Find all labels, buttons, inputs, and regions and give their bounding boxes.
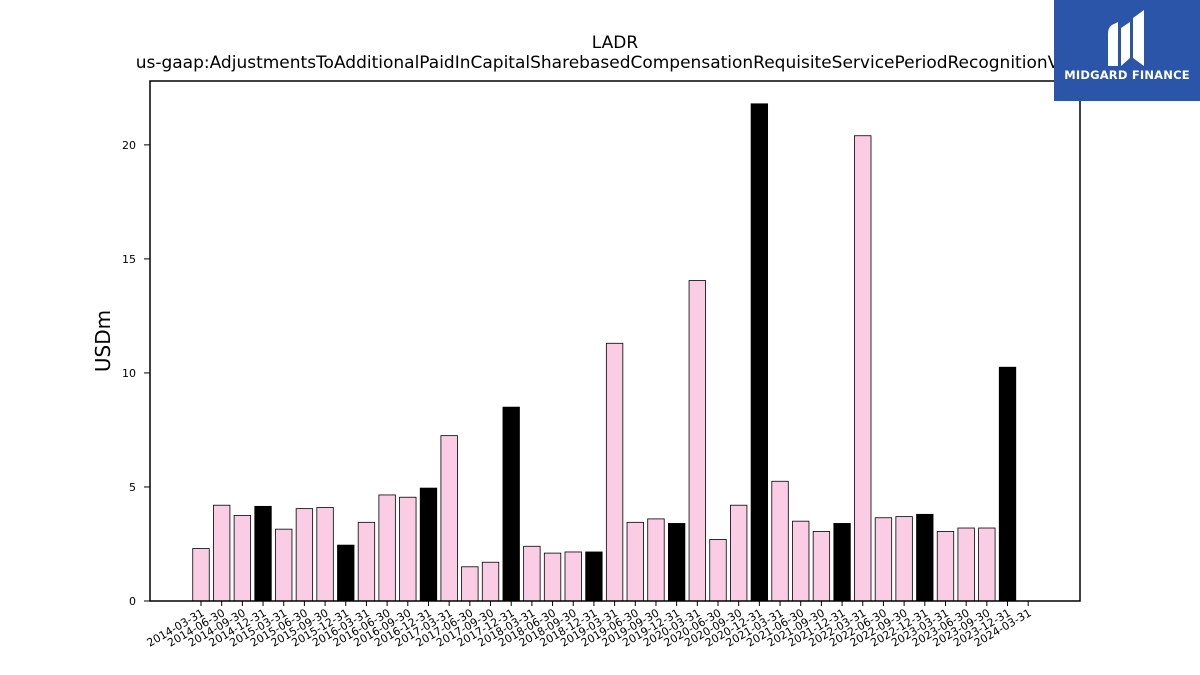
bar — [543, 552, 562, 602]
bar — [936, 531, 955, 602]
bar — [957, 527, 975, 602]
bar — [667, 523, 686, 602]
bars-group — [192, 103, 1017, 602]
bar — [378, 494, 396, 602]
bar — [916, 513, 934, 602]
bar — [605, 342, 624, 602]
y-tick-label: 20 — [122, 139, 136, 152]
bar — [854, 135, 872, 602]
bar — [502, 406, 520, 602]
bar — [730, 504, 748, 602]
bar — [750, 103, 769, 602]
y-tick-label: 10 — [122, 367, 136, 380]
bar — [357, 521, 376, 602]
bar — [792, 520, 810, 602]
bar — [399, 496, 417, 602]
bar — [275, 528, 293, 602]
chart-title: LADR — [592, 33, 639, 53]
bar — [647, 518, 665, 602]
y-tick-label: 5 — [129, 481, 136, 494]
bar — [833, 523, 851, 602]
bar — [295, 508, 314, 602]
bar — [564, 551, 582, 602]
bar — [419, 487, 438, 602]
x-axis: 2014-03-312014-06-302014-09-302014-12-31… — [145, 601, 1034, 650]
bar — [626, 521, 644, 602]
bar — [874, 517, 893, 602]
brand-name: MIDGARD FINANCE — [1064, 68, 1190, 82]
midgard-logo-icon — [1108, 10, 1144, 66]
bar — [440, 435, 458, 602]
bar — [688, 280, 706, 602]
bar — [812, 531, 831, 602]
brand-logo: MIDGARD FINANCE — [1054, 0, 1200, 101]
chart-subtitle: us-gaap:AdjustmentsToAdditionalPaidInCap… — [136, 53, 1095, 73]
bar — [481, 561, 500, 602]
bar — [998, 366, 1017, 602]
bar — [337, 544, 355, 602]
bar — [523, 545, 541, 602]
bar — [771, 480, 789, 602]
bar — [213, 504, 231, 602]
bar — [895, 516, 913, 602]
y-axis-label: USDm — [91, 310, 115, 372]
bar — [709, 539, 727, 602]
plot-frame — [149, 80, 1081, 602]
y-tick-label: 15 — [122, 253, 136, 266]
bar — [316, 507, 334, 602]
bar — [585, 551, 603, 602]
bar — [978, 527, 996, 602]
y-axis: 0 5 10 15 20 — [122, 139, 150, 608]
bar — [192, 548, 210, 602]
bar — [233, 515, 252, 602]
y-tick-label: 0 — [129, 595, 136, 608]
bar — [254, 505, 272, 602]
bar — [461, 566, 479, 602]
